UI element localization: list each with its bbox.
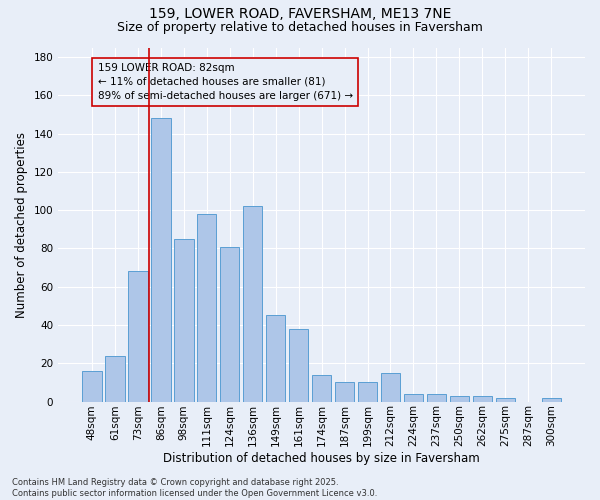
Bar — [427, 394, 446, 402]
Text: Contains HM Land Registry data © Crown copyright and database right 2025.
Contai: Contains HM Land Registry data © Crown c… — [12, 478, 377, 498]
Bar — [105, 356, 125, 402]
X-axis label: Distribution of detached houses by size in Faversham: Distribution of detached houses by size … — [163, 452, 480, 465]
Bar — [243, 206, 262, 402]
Y-axis label: Number of detached properties: Number of detached properties — [15, 132, 28, 318]
Bar — [82, 371, 101, 402]
Bar — [381, 373, 400, 402]
Bar — [289, 329, 308, 402]
Bar — [151, 118, 170, 402]
Bar — [404, 394, 423, 402]
Bar — [312, 374, 331, 402]
Bar — [266, 316, 286, 402]
Bar — [128, 272, 148, 402]
Bar — [220, 246, 239, 402]
Bar — [542, 398, 561, 402]
Text: Size of property relative to detached houses in Faversham: Size of property relative to detached ho… — [117, 21, 483, 34]
Bar — [197, 214, 217, 402]
Bar — [335, 382, 355, 402]
Bar — [358, 382, 377, 402]
Text: 159 LOWER ROAD: 82sqm
← 11% of detached houses are smaller (81)
89% of semi-deta: 159 LOWER ROAD: 82sqm ← 11% of detached … — [98, 63, 353, 101]
Text: 159, LOWER ROAD, FAVERSHAM, ME13 7NE: 159, LOWER ROAD, FAVERSHAM, ME13 7NE — [149, 8, 451, 22]
Bar — [449, 396, 469, 402]
Bar — [174, 239, 194, 402]
Bar — [496, 398, 515, 402]
Bar — [473, 396, 492, 402]
